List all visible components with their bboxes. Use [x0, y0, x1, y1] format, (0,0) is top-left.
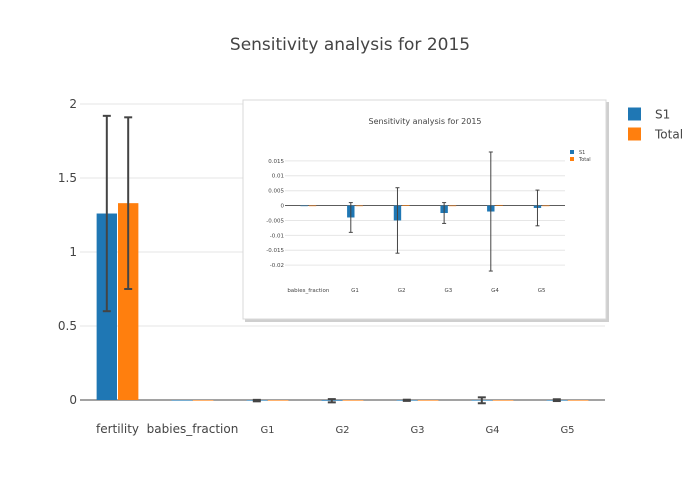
main-legend-label-s1: S1: [655, 107, 670, 121]
inset-x-tick-label: G4: [491, 288, 499, 294]
inset-bar-total-g2: [402, 205, 410, 206]
inset-y-tick-label: -0.005: [266, 218, 284, 224]
main-y-tick-label: 2: [69, 97, 77, 111]
main-bar-total-g5: [568, 400, 589, 401]
main-legend-label-total: Total: [654, 127, 683, 141]
inset-y-tick-label: 0: [281, 203, 285, 209]
main-bar-total-g4: [493, 400, 514, 401]
inset-x-tick-label: G1: [351, 288, 359, 294]
inset-x-tick-label: G3: [444, 288, 452, 294]
main-bar-total-babies_fraction: [193, 400, 214, 401]
main-x-tick-label: G5: [560, 425, 574, 436]
main-legend-swatch-total: [628, 127, 641, 141]
main-y-tick-label: 1: [69, 245, 77, 259]
inset-legend-swatch-s1: [570, 150, 574, 154]
inset-x-tick-label: G5: [538, 288, 546, 294]
main-y-tick-label: 0.5: [58, 319, 77, 333]
inset-bar-total-g4: [495, 204, 503, 206]
inset-x-tick-label: babies_fraction: [287, 288, 330, 294]
inset-y-tick-label: 0.005: [268, 189, 284, 195]
inset-x-tick-label: G2: [398, 288, 406, 294]
main-error-bars: [102, 114, 561, 405]
main-legend[interactable]: S1 Total: [628, 107, 683, 141]
main-x-tick-label: G1: [260, 425, 274, 436]
main-bar-s1-babies_fraction: [171, 400, 192, 401]
inset-legend-label-s1: S1: [579, 150, 585, 156]
inset-panel: [242, 99, 607, 320]
main-y-tick-label: 0: [69, 393, 77, 407]
inset-chart-title: Sensitivity analysis for 2015: [368, 117, 481, 126]
main-x-tick-label: G4: [485, 425, 499, 436]
inset-legend-swatch-total: [570, 157, 574, 161]
inset-bar-total-babies_fraction: [308, 205, 317, 207]
inset-bar-total-g5: [542, 205, 550, 207]
main-x-tick-label: babies_fraction: [147, 422, 239, 436]
main-x-axis: fertility babies_fraction G1 G2 G3 G4 G5: [96, 422, 575, 436]
main-bar-total-g3: [418, 400, 439, 401]
inset-y-tick-label: 0.01: [272, 174, 284, 180]
inset-y-tick-label: 0.015: [268, 159, 284, 165]
inset-x-axis: babies_fraction G1 G2 G3 G4 G5: [287, 288, 546, 294]
inset-bar-total-g3: [448, 205, 457, 207]
main-chart-title: Sensitivity analysis for 2015: [230, 35, 470, 55]
main-bar-total-g1: [268, 400, 289, 401]
inset-y-axis: 0.015 0.01 0.005 0 -0.005 -0.01 -0.015 -0.02: [266, 159, 284, 269]
main-y-axis: 0 0.5 1 1.5 2: [58, 97, 77, 407]
inset-chart: Sensitivity analysis for 2015 0.0150.010…: [242, 99, 609, 322]
main-x-tick-label: G2: [335, 425, 349, 436]
inset-bar-total-g1: [355, 205, 363, 207]
inset-legend-label-total: Total: [578, 157, 591, 163]
main-legend-swatch-s1: [628, 107, 641, 121]
inset-grid: [285, 160, 565, 266]
main-bar-total-fertility: [118, 203, 139, 400]
main-y-tick-label: 1.5: [58, 171, 77, 185]
inset-error-bars: [348, 151, 540, 272]
inset-y-tick-label: -0.015: [266, 248, 284, 254]
inset-y-tick-label: -0.01: [270, 233, 284, 239]
main-bar-total-g2: [343, 400, 364, 401]
main-x-tick-label: G3: [410, 425, 424, 436]
inset-bar-s1-babies_fraction: [300, 205, 308, 207]
inset-y-tick-label: -0.02: [270, 263, 284, 269]
main-x-tick-label: fertility: [96, 422, 139, 436]
